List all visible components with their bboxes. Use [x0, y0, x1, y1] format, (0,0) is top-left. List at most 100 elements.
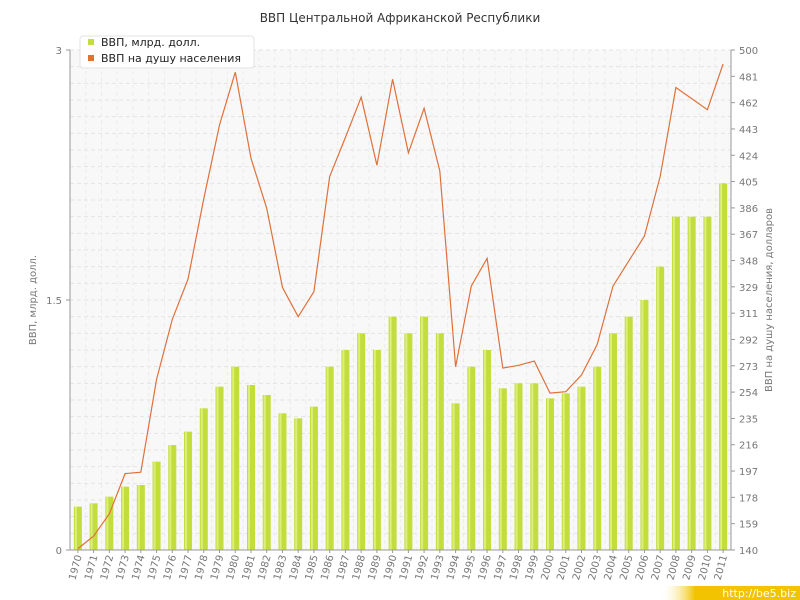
bar-1973: [121, 486, 130, 550]
right-tick-label: 292: [739, 335, 758, 346]
x-tick-label: 1993: [430, 554, 447, 581]
x-tick-label: 1973: [115, 554, 132, 581]
watermark: http://be5.biz: [660, 586, 800, 600]
bar-2007: [656, 266, 665, 550]
x-tick-label: 1998: [508, 554, 525, 581]
bar-highlight-1983: [279, 413, 282, 550]
bar-highlight-2008: [672, 216, 675, 550]
bar-1993: [435, 333, 444, 550]
bar-highlight-1985: [310, 406, 313, 550]
bar-2002: [577, 386, 586, 550]
bar-highlight-1979: [216, 386, 219, 550]
bar-highlight-2006: [641, 300, 644, 550]
bar-highlight-1978: [200, 408, 203, 550]
bar-highlight-1988: [358, 333, 361, 550]
x-tick-label: 1994: [445, 554, 462, 581]
right-tick-label: 178: [739, 493, 758, 504]
bar-1971: [89, 503, 98, 550]
bar-2001: [561, 393, 570, 550]
x-tick-label: 1990: [382, 554, 399, 581]
x-tick-label: 2000: [540, 554, 557, 581]
right-tick-label: 443: [739, 125, 758, 136]
left-tick-label: 3: [56, 46, 62, 57]
bar-highlight-1995: [468, 366, 471, 550]
bar-highlight-2009: [688, 216, 691, 550]
bar-1995: [467, 366, 476, 550]
x-tick-label: 1997: [492, 554, 509, 581]
bar-highlight-1991: [405, 333, 408, 550]
x-tick-label: 2006: [634, 554, 651, 581]
chart-title: ВВП Центральной Африканской Республики: [260, 11, 541, 25]
x-tick-label: 1987: [335, 554, 352, 581]
bar-highlight-1990: [389, 316, 392, 550]
bar-highlight-1970: [74, 506, 77, 550]
x-tick-label: 2003: [587, 554, 604, 581]
x-tick-label: 2005: [618, 554, 635, 581]
right-tick-label: 273: [739, 362, 758, 373]
right-tick-labels: 140 159 178 197 216 235 254 273 292 311 329 348 367 3…: [731, 46, 758, 557]
right-tick-label: 216: [739, 441, 758, 452]
bar-highlight-1999: [531, 383, 534, 550]
right-tick-label: 311: [739, 309, 758, 320]
bar-highlight-2001: [562, 393, 565, 550]
x-tick-label: 1996: [477, 554, 494, 581]
bar-highlight-1981: [247, 385, 250, 550]
bar-1980: [231, 366, 240, 550]
bar-2009: [687, 216, 696, 550]
x-tick-label: 1976: [162, 554, 179, 581]
x-tick-label: 2011: [713, 554, 730, 581]
bar-1999: [530, 383, 539, 550]
bar-highlight-1973: [122, 486, 125, 550]
x-tick-label: 1999: [524, 554, 541, 581]
x-tick-label: 1988: [351, 554, 368, 581]
bar-2006: [640, 300, 649, 550]
x-tick-label: 1971: [83, 554, 100, 581]
right-tick-label: 424: [739, 151, 758, 162]
x-tick-label: 1972: [99, 554, 116, 581]
right-tick-label: 405: [739, 178, 758, 189]
x-tick-label: 1974: [131, 554, 148, 581]
bar-highlight-1986: [326, 366, 329, 550]
x-tick-label: 1995: [461, 554, 478, 581]
bar-highlight-2002: [578, 386, 581, 550]
bar-highlight-1984: [295, 418, 298, 550]
bar-highlight-1992: [421, 316, 424, 550]
bar-highlight-2005: [625, 316, 628, 550]
x-tick-label: 1979: [209, 554, 226, 581]
bar-1987: [341, 350, 350, 550]
bar-highlight-1971: [90, 503, 93, 550]
x-tick-label: 2007: [650, 554, 667, 581]
left-tick-label: 1.5: [46, 296, 62, 307]
bar-1972: [105, 496, 114, 550]
left-tick-label: 0: [56, 546, 62, 557]
x-tick-label: 1977: [178, 554, 195, 581]
bar-1978: [199, 408, 208, 550]
right-tick-label: 197: [739, 467, 758, 478]
x-tick-label: 2008: [666, 554, 683, 581]
right-tick-label: 367: [739, 230, 758, 241]
x-tick-label: 2010: [697, 554, 714, 581]
bar-1979: [215, 386, 224, 550]
x-tick-label: 2009: [681, 554, 698, 581]
x-tick-label: 2001: [555, 554, 572, 581]
legend-swatch-per-capita: [88, 55, 94, 61]
right-tick-label: 254: [739, 388, 758, 399]
bar-1997: [498, 388, 507, 550]
left-tick-labels: 01.53: [46, 46, 70, 557]
bar-highlight-2010: [704, 216, 707, 550]
right-tick-label: 462: [739, 99, 758, 110]
bar-1989: [372, 350, 381, 550]
right-tick-label: 386: [739, 204, 758, 215]
x-tick-label: 1992: [414, 554, 431, 581]
bar-2003: [593, 366, 602, 550]
bar-1977: [184, 431, 193, 550]
gdp-bars: [73, 183, 728, 551]
legend-label-gdp: ВВП, млрд. долл.: [101, 36, 200, 49]
bar-highlight-1989: [373, 350, 376, 550]
bar-1994: [451, 403, 460, 550]
right-axis-title: ВВП на душу населения, долларов: [764, 208, 775, 392]
bar-1981: [246, 385, 255, 550]
x-tick-label: 1978: [193, 554, 210, 581]
x-tick-label: 1985: [304, 554, 321, 581]
right-tick-label: 159: [739, 520, 758, 531]
